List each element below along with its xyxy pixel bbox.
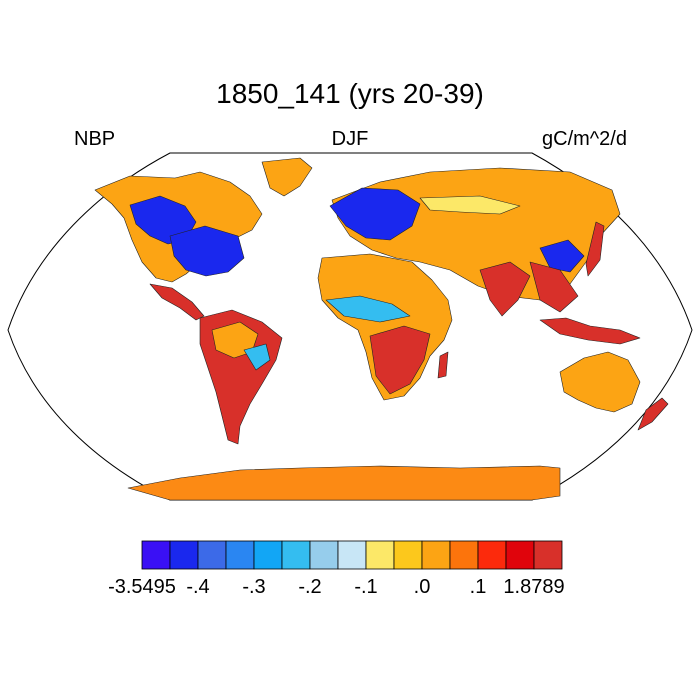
colorbar-box	[505, 540, 535, 570]
units-label: gC/m^2/d	[542, 128, 627, 150]
colorbar-box	[169, 540, 199, 570]
land-china-blue	[539, 239, 585, 273]
land-madagascar	[437, 351, 449, 379]
land-eastern-us-blue	[169, 225, 245, 277]
land-southeast-asia-red	[529, 261, 579, 313]
colorbar-box	[281, 540, 311, 570]
colorbar-tick-label: -.4	[186, 576, 209, 598]
colorbar-box	[225, 540, 255, 570]
land-new-zealand	[637, 397, 669, 431]
colorbar	[141, 540, 563, 570]
colorbar-box	[477, 540, 507, 570]
colorbar-tick-label: 1.8789	[503, 576, 564, 598]
colorbar-box	[197, 540, 227, 570]
colorbar-box	[309, 540, 339, 570]
season-label: DJF	[331, 128, 369, 150]
land-south-asia-red	[479, 261, 531, 317]
plot-title: 1850_141 (yrs 20-39)	[216, 78, 484, 109]
colorbar-tick-label: .1	[470, 576, 487, 598]
land-brazil-blue	[243, 343, 271, 371]
colorbar-box	[253, 540, 283, 570]
colorbar-box	[449, 540, 479, 570]
land-japan	[585, 221, 605, 277]
land-europe-blue	[329, 187, 421, 241]
colorbar-tick-label: -3.5495	[108, 576, 176, 598]
colorbar-box	[365, 540, 395, 570]
colorbar-labels: -3.5495 -.4 -.3 -.2 -.1 .0 .1 1.8789	[108, 576, 565, 598]
colorbar-tick-label: -.2	[298, 576, 321, 598]
colorbar-tick-label: -.1	[354, 576, 377, 598]
colorbar-box	[141, 540, 171, 570]
colorbar-box	[421, 540, 451, 570]
land-australia	[559, 351, 641, 413]
land-sahel-mixed	[325, 295, 411, 323]
colorbar-box	[337, 540, 367, 570]
variable-label: NBP	[74, 128, 116, 150]
colorbar-box	[533, 540, 563, 570]
land-greenland	[261, 157, 313, 197]
colorbar-box	[393, 540, 423, 570]
land-antarctica	[127, 465, 561, 501]
colorbar-tick-label: .0	[414, 576, 431, 598]
land-southern-africa-red	[369, 325, 431, 395]
land-indonesia	[539, 317, 641, 345]
colorbar-tick-label: -.3	[242, 576, 265, 598]
land-siberia-yellow	[419, 195, 521, 215]
